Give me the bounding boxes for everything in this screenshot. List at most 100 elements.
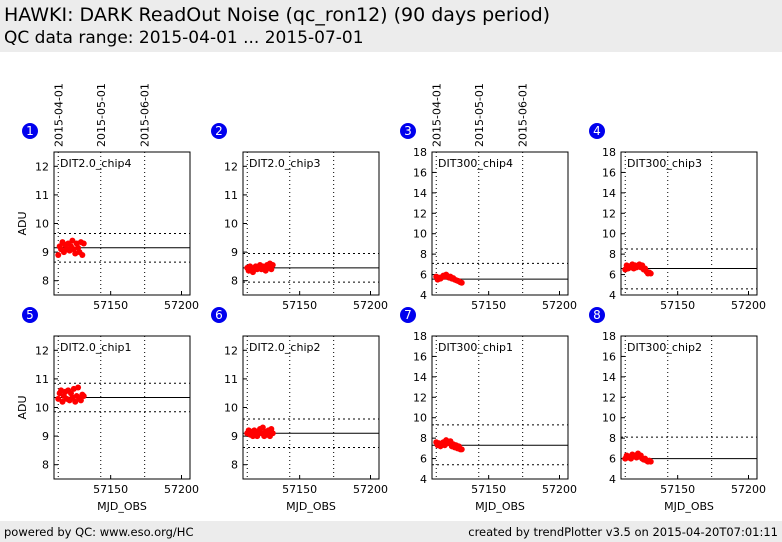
date-marker-label: 2015-06-01 xyxy=(517,83,530,147)
chart-panel-5: 5 8 9 10 11 12 57150 57200 DIT2.0_chip1 ADU MJD_OB… xyxy=(16,307,199,513)
x-tick-label: 57150 xyxy=(282,483,317,496)
x-tick-label: 57150 xyxy=(660,483,695,496)
x-tick-label: 57150 xyxy=(471,483,506,496)
data-point xyxy=(79,251,86,258)
date-marker-label: 2015-05-01 xyxy=(95,83,108,147)
y-tick-label: 12 xyxy=(224,344,238,357)
chart-panel-1: 1 8 9 10 11 12 57150 57200 DIT2.0_chip4 ADU xyxy=(16,123,199,312)
y-tick-label: 14 xyxy=(413,371,427,384)
series-label: DIT300_chip1 xyxy=(438,341,513,354)
y-tick-label: 9 xyxy=(231,430,238,443)
y-tick-label: 4 xyxy=(609,473,616,486)
y-tick-label: 12 xyxy=(602,391,616,404)
y-tick-label: 18 xyxy=(413,146,427,159)
data-point xyxy=(55,251,62,258)
data-point xyxy=(55,395,62,402)
y-tick-label: 8 xyxy=(42,275,49,288)
x-tick-label: 57200 xyxy=(542,299,577,312)
header-bar: HAWKI: DARK ReadOut Noise (qc_ron12) (90… xyxy=(0,0,782,52)
x-tick-label: 57200 xyxy=(164,299,199,312)
panel-number: 7 xyxy=(404,308,412,322)
x-tick-label: 57150 xyxy=(660,299,695,312)
y-tick-label: 10 xyxy=(224,402,238,415)
x-tick-label: 57200 xyxy=(542,483,577,496)
y-axis-title: ADU xyxy=(16,211,29,235)
y-tick-label: 12 xyxy=(413,207,427,220)
data-point xyxy=(80,240,87,247)
x-tick-label: 57150 xyxy=(471,299,506,312)
y-tick-label: 16 xyxy=(413,166,427,179)
date-marker-label: 2015-06-01 xyxy=(139,83,152,147)
data-point xyxy=(80,393,87,400)
data-point xyxy=(458,279,465,286)
chart-panel-3: 3 4 6 8 10 12 14 16 18 57150 57200 DIT300_chip4 xyxy=(400,123,577,312)
x-tick-label: 57200 xyxy=(731,483,766,496)
y-tick-label: 18 xyxy=(602,146,616,159)
y-tick-label: 11 xyxy=(35,373,49,386)
y-axis-title: ADU xyxy=(16,395,29,419)
y-tick-label: 10 xyxy=(35,218,49,231)
plot-frame xyxy=(53,335,191,480)
panel-badge xyxy=(22,307,38,323)
panel-badge xyxy=(400,307,416,323)
y-tick-label: 10 xyxy=(413,412,427,425)
y-tick-label: 18 xyxy=(602,330,616,343)
plot-frame xyxy=(53,151,191,296)
data-point xyxy=(72,398,79,405)
y-tick-label: 12 xyxy=(602,207,616,220)
y-tick-label: 8 xyxy=(420,248,427,261)
x-tick-label: 57150 xyxy=(93,483,128,496)
data-point xyxy=(269,430,276,437)
x-axis-title: MJD_OBS xyxy=(475,500,525,513)
panel-badge xyxy=(211,307,227,323)
data-point xyxy=(647,458,654,465)
y-tick-label: 16 xyxy=(602,350,616,363)
x-axis-title: MJD_OBS xyxy=(286,500,336,513)
y-tick-label: 4 xyxy=(420,289,427,302)
y-tick-label: 9 xyxy=(42,246,49,259)
chart-panel-8: 8 4 6 8 10 12 14 16 18 57150 57200 DIT300_chip2 MJD_… xyxy=(589,307,766,513)
series-label: DIT300_chip4 xyxy=(438,157,513,170)
x-axis-title: MJD_OBS xyxy=(664,500,714,513)
series-label: DIT2.0_chip2 xyxy=(249,341,320,354)
y-tick-label: 9 xyxy=(231,246,238,259)
plot-frame xyxy=(620,151,758,296)
y-tick-label: 11 xyxy=(35,189,49,202)
y-tick-label: 16 xyxy=(413,350,427,363)
data-point xyxy=(269,261,276,268)
y-tick-label: 8 xyxy=(231,275,238,288)
plot-frame xyxy=(431,151,569,296)
y-tick-label: 11 xyxy=(224,189,238,202)
data-point xyxy=(458,446,465,453)
panel-number: 1 xyxy=(26,124,34,138)
y-tick-label: 10 xyxy=(224,218,238,231)
footer-created: created by trendPlotter v3.5 on 2015-04-… xyxy=(468,525,778,539)
y-tick-label: 8 xyxy=(609,432,616,445)
y-tick-label: 10 xyxy=(413,228,427,241)
y-tick-label: 10 xyxy=(35,402,49,415)
series-label: DIT300_chip2 xyxy=(627,341,702,354)
date-marker-label: 2015-05-01 xyxy=(473,83,486,147)
data-point xyxy=(647,270,654,277)
y-tick-label: 9 xyxy=(42,430,49,443)
y-tick-label: 6 xyxy=(609,453,616,466)
data-point xyxy=(59,398,66,405)
panel-badge xyxy=(22,123,38,139)
plot-frame xyxy=(242,335,380,480)
y-tick-label: 16 xyxy=(602,166,616,179)
panel-badge xyxy=(400,123,416,139)
data-point xyxy=(77,397,84,404)
y-tick-label: 4 xyxy=(609,289,616,302)
y-tick-label: 12 xyxy=(35,160,49,173)
series-label: DIT2.0_chip1 xyxy=(60,341,131,354)
x-tick-label: 57200 xyxy=(353,299,388,312)
plot-frame xyxy=(620,335,758,480)
x-tick-label: 57200 xyxy=(353,483,388,496)
panel-number: 2 xyxy=(215,124,223,138)
x-tick-label: 57150 xyxy=(93,299,128,312)
panel-number: 5 xyxy=(26,308,34,322)
footer-bar: powered by QC: www.eso.org/HC created by… xyxy=(0,521,782,542)
date-marker-label: 2015-04-01 xyxy=(430,83,443,147)
y-tick-label: 12 xyxy=(413,391,427,404)
y-tick-label: 18 xyxy=(413,330,427,343)
